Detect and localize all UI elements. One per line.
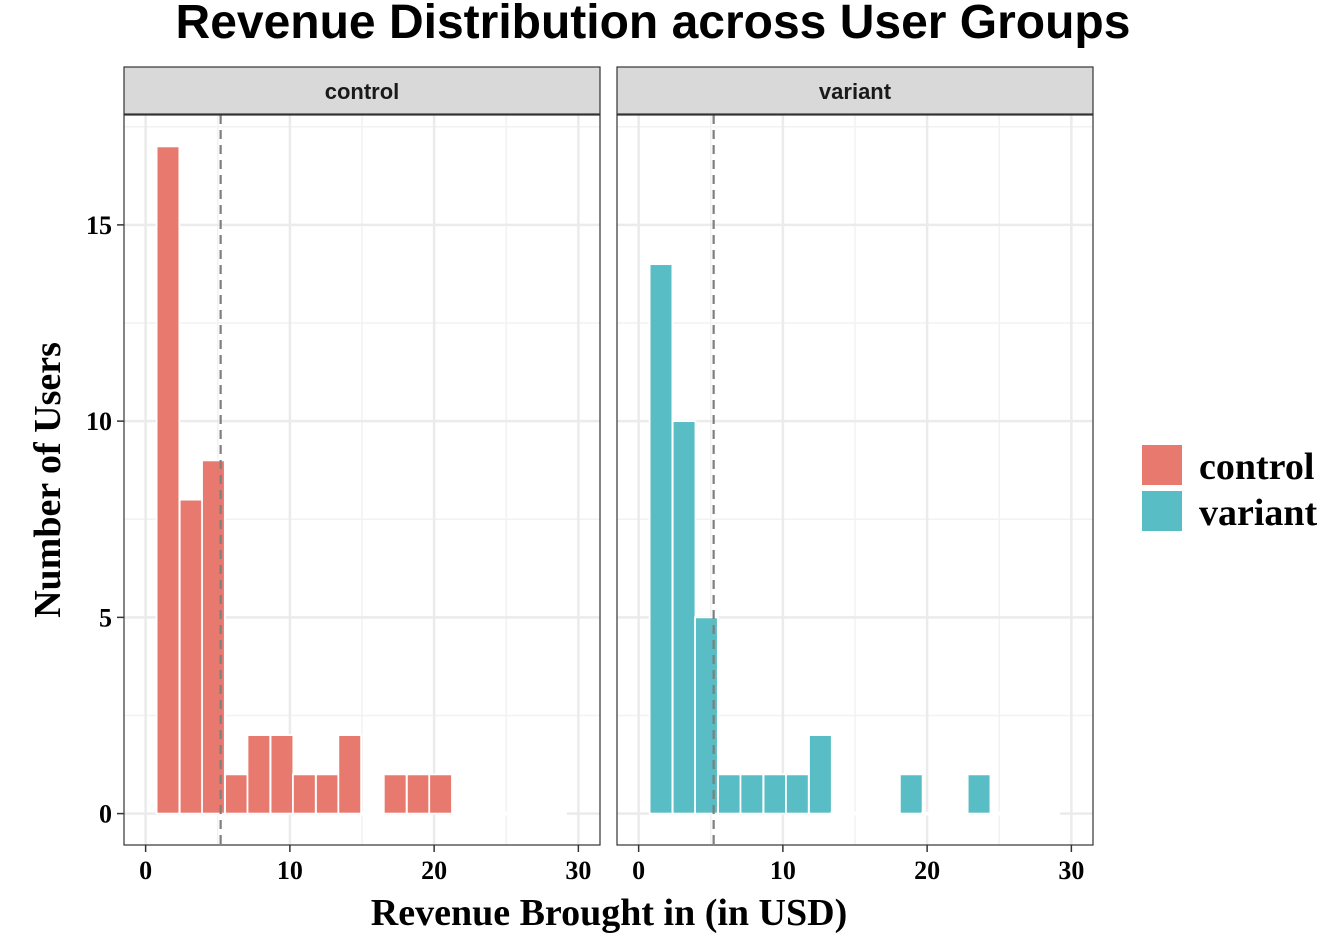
panel-border (123, 114, 601, 846)
histogram-bar (360, 811, 386, 816)
x-tick-label: 20 (421, 856, 447, 885)
y-tick-label: 15 (86, 211, 112, 240)
histogram-bar (292, 773, 317, 815)
x-tick-label: 10 (770, 856, 796, 885)
x-tick-label: 0 (139, 856, 152, 885)
histogram-bar (648, 263, 674, 815)
histogram-bar (875, 811, 901, 816)
histogram-bar (785, 773, 810, 815)
strip-label-variant: variant (819, 79, 892, 104)
x-tick-label: 30 (565, 856, 591, 885)
legend-swatch-variant (1142, 491, 1182, 531)
y-tick-label: 0 (99, 800, 112, 829)
strip-control (123, 66, 601, 115)
histogram-bar (519, 811, 544, 816)
panel-variant: variant 0 10 20 30 (616, 66, 1094, 885)
x-axis-label: Revenue Brought in (in USD) (371, 892, 847, 934)
histogram-bar (921, 811, 946, 816)
histogram-bar (989, 811, 1015, 816)
panel-control: control 0 10 20 30 (123, 66, 601, 885)
legend-label-variant: variant (1199, 492, 1318, 534)
histogram-bar (762, 773, 788, 815)
histogram-bar (694, 616, 719, 815)
histogram-bar (808, 734, 833, 815)
histogram-bar (671, 420, 697, 815)
legend-swatch-control (1142, 445, 1182, 485)
histogram-bar (496, 811, 522, 816)
histogram-bar (428, 773, 453, 815)
histogram-bar (269, 734, 295, 815)
histogram-bar (830, 811, 856, 816)
histogram-bar (542, 811, 567, 816)
histogram-bar (224, 773, 249, 815)
strip-variant (616, 66, 1094, 115)
histogram-bar (1035, 811, 1060, 816)
histogram-bar (717, 773, 742, 815)
gridlines (124, 115, 600, 845)
histogram-bar (898, 773, 924, 815)
histogram-bar (201, 459, 226, 815)
histogram-bar (739, 773, 765, 815)
y-tick-label: 5 (99, 603, 112, 632)
histogram-bar (853, 811, 879, 816)
strip-label-control: control (325, 79, 400, 104)
y-tick-label: 10 (86, 407, 112, 436)
chart-title: Revenue Distribution across User Groups (176, 0, 1131, 49)
x-tick-label: 20 (914, 856, 940, 885)
y-axis: 0 5 10 15 (86, 211, 124, 829)
histogram-bar (944, 811, 969, 816)
histogram-bar (246, 734, 272, 815)
x-tick-label: 10 (277, 856, 303, 885)
bars-variant (648, 263, 1060, 816)
bars-control (155, 145, 567, 816)
histogram-bar (382, 773, 408, 815)
histogram-bar (966, 773, 992, 815)
histogram-bar (451, 811, 476, 816)
histogram-bar (405, 773, 431, 815)
histogram-bar (155, 145, 181, 815)
legend-label-control: control (1199, 446, 1314, 488)
histogram-bar (178, 498, 204, 815)
histogram-bar (337, 734, 363, 815)
panel-border (616, 114, 1094, 846)
histogram-bar (315, 773, 340, 815)
x-tick-label: 30 (1058, 856, 1084, 885)
histogram-bar (473, 811, 499, 816)
histogram-bar (1012, 811, 1037, 816)
facet-panels: control 0 10 20 30 variant 0 10 20 30 (123, 66, 1094, 885)
x-tick-label: 0 (632, 856, 645, 885)
y-axis-label: Number of Users (27, 342, 69, 618)
